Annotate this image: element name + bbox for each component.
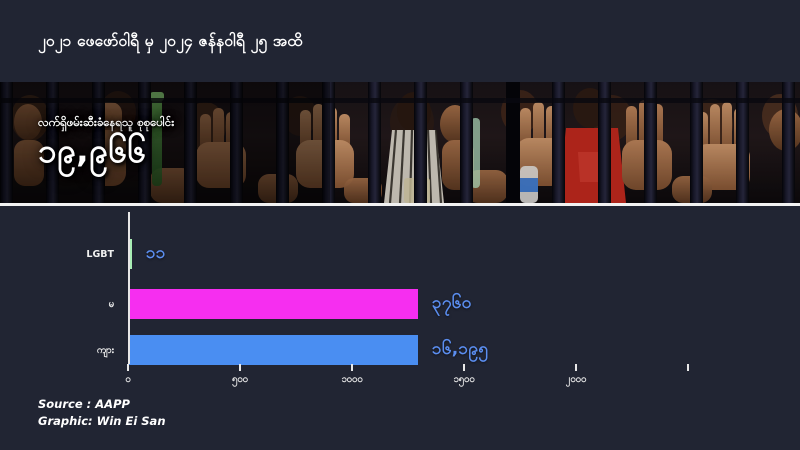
bar-row-male: ၁၆,၁၉၅ <box>128 328 488 372</box>
bar-row-female: ၃၇၆၀ <box>128 282 471 326</box>
category-label-lgbt: LGBT <box>86 249 114 260</box>
x-axis-tick-label: ၂၀၀၀ <box>565 374 587 385</box>
chart-category-labels: LGBT မ ကျား <box>0 212 122 364</box>
bar-lgbt <box>128 239 132 269</box>
x-axis-tick-label: ၁၀၀၀ <box>341 374 363 385</box>
x-axis-tick <box>687 364 689 371</box>
category-label-female: မ <box>108 299 114 310</box>
chart-y-axis-line <box>128 212 130 364</box>
bar-male <box>128 335 418 365</box>
prison-bars-photo <box>0 82 800 203</box>
category-label-male: ကျား <box>96 345 114 356</box>
x-axis-tick <box>575 364 577 371</box>
photo-band: လက်ရှိဖမ်းဆီးခံနေရသူ စုစုပေါင်း ၁၉,၉၆၆ <box>0 82 800 203</box>
x-axis-tick <box>463 364 465 371</box>
x-axis-tick <box>351 364 353 371</box>
title-bar: ၂၀၂၁ ဖေဖော်ဝါရီ မှ ၂၀၂၄ ဇန်နဝါရီ ၂၅ အထိ <box>0 0 800 82</box>
page-title: ၂၀၂၁ ဖေဖော်ဝါရီ မှ ၂၀၂၄ ဇန်နဝါရီ ၂၅ အထိ <box>38 31 303 50</box>
x-axis-tick-label: ၀ <box>125 374 131 385</box>
graphic-credit: Graphic: Win Ei San <box>38 414 166 429</box>
x-axis-tick <box>127 364 129 371</box>
x-axis-tick <box>239 364 241 371</box>
chart-x-axis: ၀ ၅၀၀ ၁၀၀၀ ၁၅၀၀ ၂၀၀၀ <box>125 364 689 390</box>
footer-credits: Source : AAPP Graphic: Win Ei San <box>38 396 438 431</box>
bar-value-lgbt: ၁၁ <box>146 242 166 263</box>
bar-value-female: ၃၇၆၀ <box>432 292 472 313</box>
x-axis-tick-label: ၁၅၀၀ <box>453 374 475 385</box>
bar-chart: ၁၁ ၃၇၆၀ ၁၆,၁၉၅ <box>0 206 800 390</box>
x-axis-tick-label: ၅၀၀ <box>231 374 249 385</box>
band-divider-rule <box>0 203 800 206</box>
source-credit: Source : AAPP <box>38 397 130 411</box>
bar-female <box>128 289 418 319</box>
bar-row-lgbt: ၁၁ <box>128 232 166 276</box>
bar-value-male: ၁၆,၁၉၅ <box>432 338 489 359</box>
chart-plot-area: ၁၁ ၃၇၆၀ ၁၆,၁၉၅ <box>128 218 688 370</box>
